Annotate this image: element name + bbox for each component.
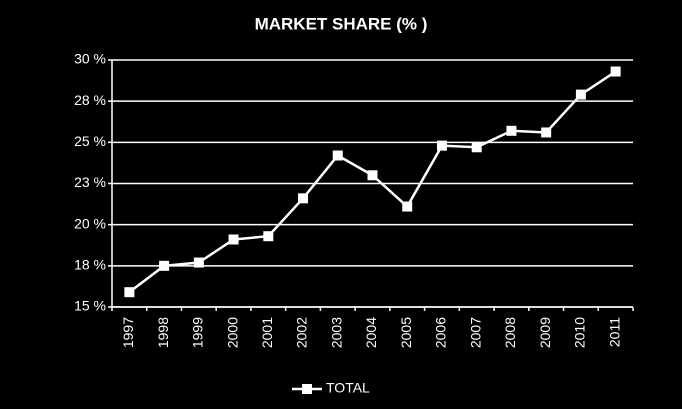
x-tick-label: 2011 bbox=[606, 317, 622, 347]
x-tick-label: 2001 bbox=[259, 317, 275, 348]
y-tick-label: 15 % bbox=[74, 298, 106, 314]
x-tick-label: 2009 bbox=[537, 317, 553, 348]
marker bbox=[575, 89, 586, 100]
y-tick-label: 18 % bbox=[74, 257, 106, 273]
marker bbox=[541, 127, 552, 138]
x-tick-label: 1997 bbox=[120, 317, 136, 348]
marker bbox=[298, 193, 309, 204]
marker bbox=[506, 125, 517, 136]
marker bbox=[610, 66, 621, 77]
y-tick-label: 28 % bbox=[74, 92, 106, 108]
marker bbox=[332, 150, 343, 161]
legend-marker bbox=[302, 384, 312, 394]
marker bbox=[436, 140, 447, 151]
marker bbox=[193, 257, 204, 268]
marker bbox=[159, 260, 170, 271]
y-tick-label: 30 % bbox=[74, 51, 106, 67]
x-tick-label: 2000 bbox=[224, 317, 240, 348]
x-tick-label: 2003 bbox=[328, 317, 344, 348]
marker bbox=[263, 231, 274, 242]
marker bbox=[228, 234, 239, 245]
x-tick-label: 2004 bbox=[363, 317, 379, 348]
marker bbox=[471, 142, 482, 153]
y-tick-label: 23 % bbox=[74, 174, 106, 190]
marker bbox=[367, 170, 378, 181]
x-tick-label: 2002 bbox=[294, 317, 310, 348]
x-tick-label: 1999 bbox=[190, 317, 206, 348]
y-tick-label: 20 % bbox=[74, 215, 106, 231]
marker bbox=[124, 287, 135, 298]
marker bbox=[402, 201, 413, 212]
x-tick-label: 2006 bbox=[433, 317, 449, 348]
legend-label: TOTAL bbox=[326, 380, 370, 396]
chart-title: MARKET SHARE (% ) bbox=[255, 14, 428, 33]
y-tick-label: 25 % bbox=[74, 133, 106, 149]
x-tick-label: 2010 bbox=[572, 317, 588, 348]
x-tick-label: 1998 bbox=[155, 317, 171, 348]
x-tick-label: 2005 bbox=[398, 317, 414, 348]
x-tick-label: 2007 bbox=[467, 317, 483, 348]
x-tick-label: 2008 bbox=[502, 317, 518, 348]
